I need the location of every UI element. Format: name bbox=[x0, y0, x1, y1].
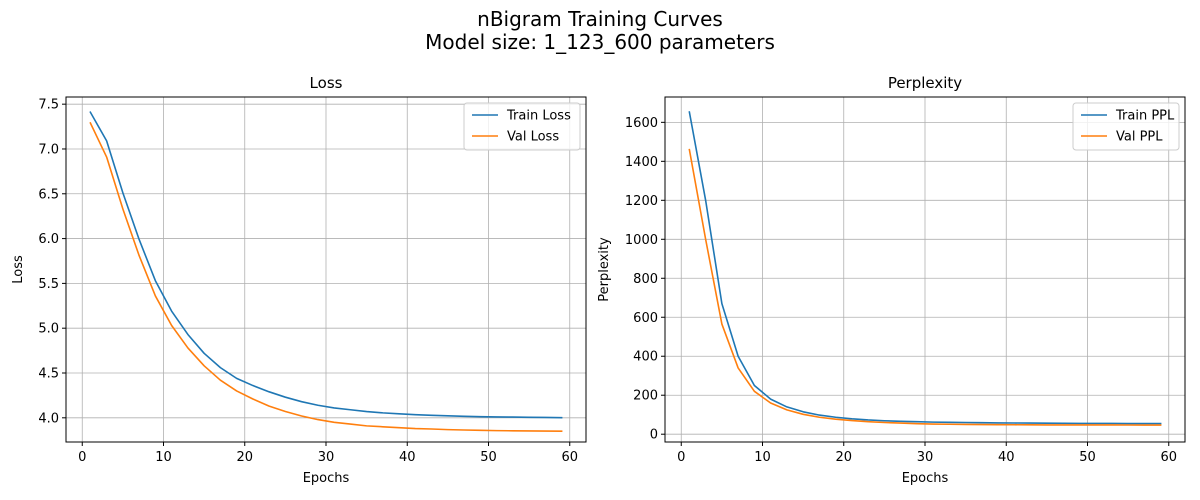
perplexity-series-line-train bbox=[688, 111, 1162, 425]
perplexity-xtick-label: 60 bbox=[1160, 450, 1177, 465]
perplexity-xtick-label: 0 bbox=[677, 450, 685, 465]
perplexity-ytick-label: 600 bbox=[633, 311, 658, 326]
loss-series-line-train bbox=[89, 111, 563, 419]
loss-ytick-label: 4.0 bbox=[38, 411, 59, 426]
perplexity-ytick-label: 1200 bbox=[625, 194, 658, 209]
perplexity-ytick-label: 400 bbox=[633, 350, 658, 365]
loss-series-line-val bbox=[89, 121, 563, 432]
perplexity-grid bbox=[665, 97, 1185, 442]
perplexity-legend-label: Train PPL bbox=[1115, 109, 1175, 124]
loss-xtick-label: 40 bbox=[399, 450, 416, 465]
loss-ytick-label: 6.5 bbox=[38, 187, 59, 202]
perplexity-ytick-label: 1000 bbox=[625, 233, 658, 248]
loss-chart-xlabel: Epochs bbox=[303, 471, 350, 486]
perplexity-ytick-label: 200 bbox=[633, 389, 658, 404]
perplexity-xtick-label: 10 bbox=[754, 450, 771, 465]
loss-ytick-label: 5.0 bbox=[38, 322, 59, 337]
loss-ytick-label: 6.0 bbox=[38, 232, 59, 247]
loss-xtick-label: 50 bbox=[480, 450, 497, 465]
perplexity-xtick-label: 40 bbox=[998, 450, 1015, 465]
perplexity-chart-ylabel: Perplexity bbox=[597, 237, 612, 302]
loss-xtick-label: 20 bbox=[236, 450, 253, 465]
perplexity-ytick-label: 800 bbox=[633, 272, 658, 287]
perplexity-legend: Train PPL Val PPL bbox=[1072, 102, 1180, 151]
loss-plot-frame bbox=[65, 96, 587, 443]
loss-ytick-label: 4.5 bbox=[38, 367, 59, 382]
perplexity-legend-label: Val PPL bbox=[1116, 130, 1163, 145]
figure-subtitle: Model size: 1_123_600 parameters bbox=[425, 30, 775, 54]
loss-chart: Loss Epochs Loss 0 10 20 30 40 50 60 4.0 4.5 5.0 5… bbox=[11, 74, 587, 486]
perplexity-plot-frame bbox=[664, 96, 1186, 443]
perplexity-xtick-label: 30 bbox=[917, 450, 934, 465]
loss-legend-label: Val Loss bbox=[507, 130, 559, 145]
loss-ytick-label: 7.5 bbox=[38, 98, 59, 113]
loss-chart-title: Loss bbox=[310, 74, 343, 92]
loss-legend: Train Loss Val Loss bbox=[463, 102, 581, 151]
perplexity-xtick-label: 50 bbox=[1079, 450, 1096, 465]
loss-xtick-label: 60 bbox=[561, 450, 578, 465]
perplexity-ytick-label: 1600 bbox=[625, 116, 658, 131]
perplexity-chart-title: Perplexity bbox=[888, 74, 962, 92]
loss-legend-label: Train Loss bbox=[506, 109, 571, 124]
loss-xtick-label: 10 bbox=[155, 450, 172, 465]
loss-ytick-label: 7.0 bbox=[38, 142, 59, 157]
loss-xtick-label: 30 bbox=[318, 450, 335, 465]
figure-title: nBigram Training Curves bbox=[477, 7, 723, 31]
perplexity-chart-xlabel: Epochs bbox=[902, 471, 949, 486]
perplexity-xtick-label: 20 bbox=[835, 450, 852, 465]
perplexity-ytick-label: 0 bbox=[650, 428, 658, 443]
loss-chart-ylabel: Loss bbox=[11, 255, 26, 284]
perplexity-chart: Perplexity Epochs Perplexity 0 10 20 30 40 50… bbox=[597, 74, 1186, 486]
loss-ytick-label: 5.5 bbox=[38, 277, 59, 292]
perplexity-ytick-label: 1400 bbox=[625, 155, 658, 170]
loss-xtick-label: 0 bbox=[78, 450, 86, 465]
perplexity-series-line-val bbox=[688, 148, 1162, 426]
